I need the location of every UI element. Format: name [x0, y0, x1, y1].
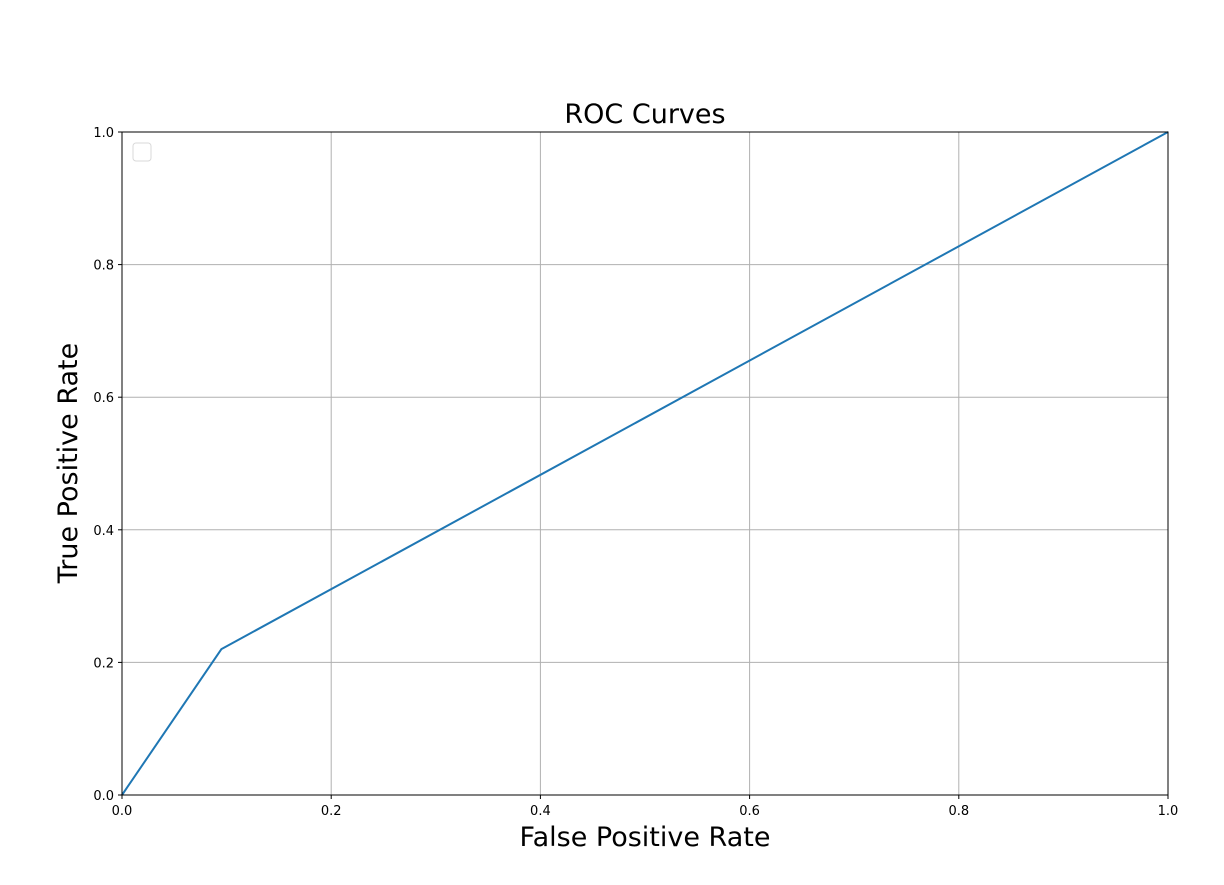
y-tick-label: 0.0 — [93, 789, 114, 804]
x-tick-label: 0.2 — [321, 804, 342, 819]
chart-title: ROC Curves — [564, 99, 725, 130]
y-axis-label: True Positive Rate — [53, 343, 84, 585]
y-tick-label: 0.4 — [93, 524, 114, 539]
tick-group: 0.0 0.2 0.4 0.6 0.8 1.0 0.0 0.2 0.4 0.6 0.8 1.0 — [93, 126, 1178, 819]
legend-box — [132, 142, 152, 162]
y-tick-label: 1.0 — [93, 126, 114, 141]
x-tick-label: 0.4 — [530, 804, 551, 819]
x-tick-label: 1.0 — [1158, 804, 1179, 819]
roc-curve-line — [121, 131, 1169, 796]
x-tick-label: 0.6 — [739, 804, 760, 819]
y-tick-label: 0.8 — [93, 259, 114, 274]
x-tick-label: 0.0 — [112, 804, 133, 819]
series-group — [121, 131, 1169, 796]
plot-frame — [121, 131, 1169, 796]
y-tick-label: 0.6 — [93, 391, 114, 406]
y-tick-label: 0.2 — [93, 656, 114, 671]
x-axis-label: False Positive Rate — [520, 822, 771, 853]
x-tick-label: 0.8 — [948, 804, 969, 819]
